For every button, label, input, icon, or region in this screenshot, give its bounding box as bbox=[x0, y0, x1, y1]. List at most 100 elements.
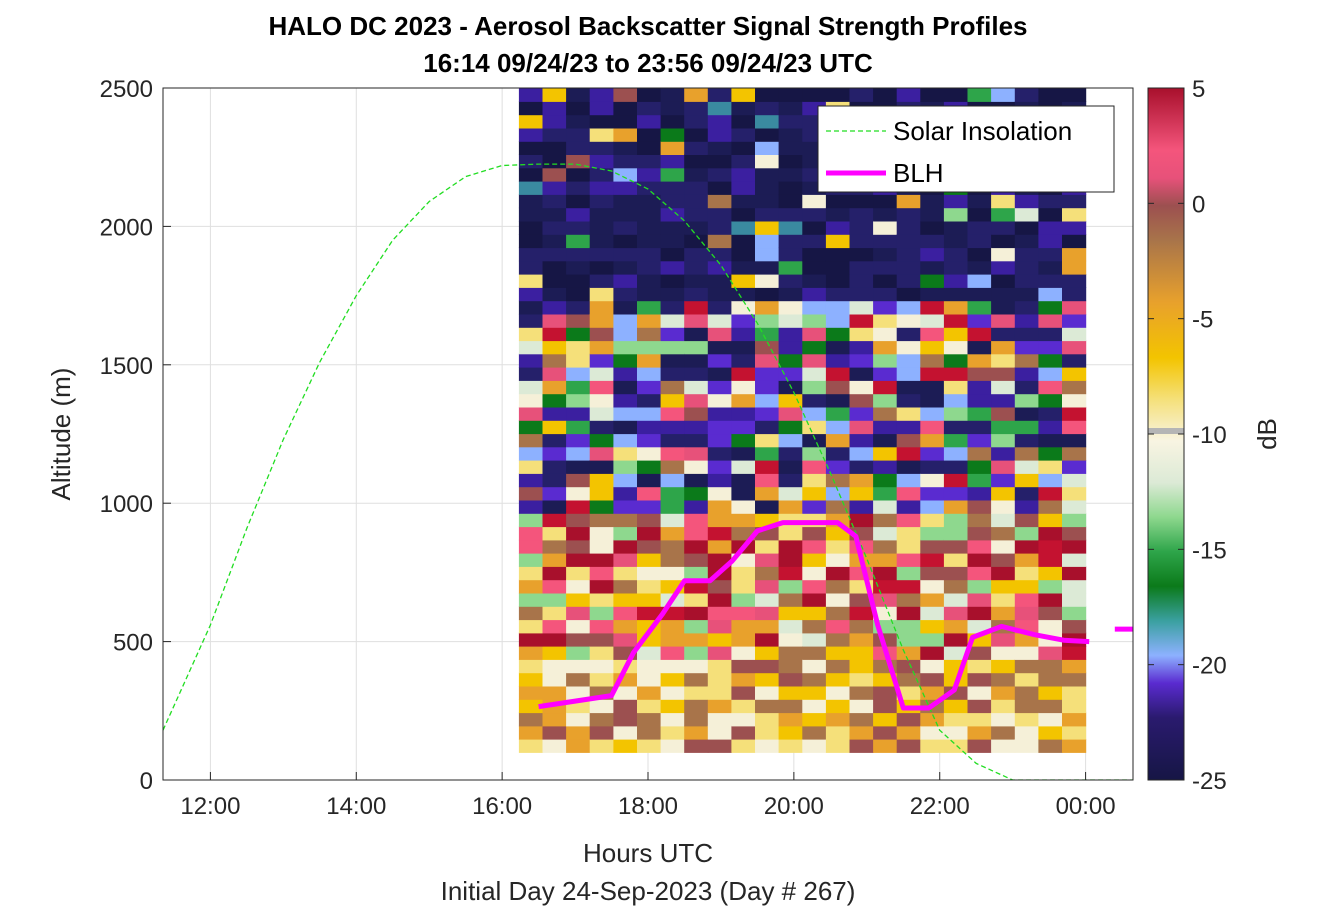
heatmap-cell bbox=[566, 353, 591, 368]
heatmap-cell bbox=[731, 513, 756, 528]
heatmap-cell bbox=[991, 513, 1016, 528]
heatmap-cell bbox=[873, 340, 898, 355]
heatmap-cell bbox=[660, 353, 685, 368]
heatmap-cell bbox=[1062, 274, 1087, 288]
heatmap-cell bbox=[542, 274, 567, 288]
heatmap-cell bbox=[967, 353, 992, 368]
heatmap-cell bbox=[778, 181, 803, 195]
heatmap-cell bbox=[755, 234, 780, 249]
heatmap-cell bbox=[542, 220, 567, 235]
heatmap-cell bbox=[1062, 473, 1087, 488]
heatmap-cell bbox=[660, 327, 685, 342]
heatmap-cell bbox=[920, 194, 945, 209]
heatmap-cell bbox=[660, 526, 685, 541]
heatmap-cell bbox=[778, 553, 803, 567]
heatmap-cell bbox=[613, 406, 638, 421]
heatmap-cell bbox=[589, 313, 614, 328]
heatmap-cell bbox=[1062, 712, 1087, 727]
heatmap-cell bbox=[896, 406, 921, 421]
heatmap-cell bbox=[542, 247, 567, 262]
heatmap-cell bbox=[920, 380, 945, 395]
heatmap-cell bbox=[825, 539, 851, 554]
heatmap-cell bbox=[755, 619, 780, 634]
heatmap-cell bbox=[943, 274, 969, 288]
heatmap-cell bbox=[566, 207, 591, 222]
heatmap-cell bbox=[637, 353, 662, 368]
heatmap-cell bbox=[896, 274, 921, 288]
heatmap-cell bbox=[660, 420, 685, 435]
heatmap-cell bbox=[660, 446, 685, 461]
heatmap-cell bbox=[518, 632, 544, 647]
heatmap-cell bbox=[731, 327, 756, 342]
heatmap-cell bbox=[825, 473, 851, 488]
heatmap-cell bbox=[542, 167, 567, 182]
heatmap-cell bbox=[849, 672, 874, 687]
heatmap-cell bbox=[566, 406, 591, 421]
heatmap-cell bbox=[991, 725, 1016, 740]
heatmap-cell bbox=[778, 220, 803, 235]
heatmap-cell bbox=[825, 592, 851, 607]
heatmap-cell bbox=[1038, 220, 1063, 235]
heatmap-cell bbox=[825, 699, 851, 714]
heatmap-cell bbox=[943, 526, 969, 541]
heatmap-cell bbox=[778, 353, 803, 368]
heatmap-cell bbox=[920, 367, 945, 381]
heatmap-cell bbox=[825, 606, 851, 621]
heatmap-cell bbox=[589, 473, 614, 488]
heatmap-cell bbox=[1038, 579, 1063, 594]
heatmap-cell bbox=[873, 606, 898, 621]
heatmap-cell bbox=[896, 260, 921, 275]
heatmap-cell bbox=[849, 88, 874, 102]
x-tick-label: 14:00 bbox=[326, 793, 386, 820]
heatmap-cell bbox=[991, 260, 1016, 275]
heatmap-cell bbox=[707, 101, 732, 116]
heatmap-cell bbox=[896, 606, 921, 621]
heatmap-cell bbox=[731, 260, 756, 275]
heatmap-cell bbox=[637, 327, 662, 342]
heatmap-cell bbox=[566, 446, 591, 461]
heatmap-cell bbox=[825, 486, 851, 501]
heatmap-cell bbox=[731, 313, 756, 328]
heatmap-cell bbox=[542, 473, 567, 488]
heatmap-cell bbox=[684, 287, 709, 302]
heatmap-cell bbox=[589, 433, 614, 448]
heatmap-cell bbox=[896, 619, 921, 634]
heatmap-cell bbox=[873, 473, 898, 488]
heatmap-cell bbox=[589, 167, 614, 182]
heatmap-cell bbox=[613, 194, 638, 209]
heatmap-cell bbox=[731, 101, 756, 116]
heatmap-cell bbox=[991, 566, 1016, 581]
heatmap-cell bbox=[967, 220, 992, 235]
heatmap-cell bbox=[660, 181, 685, 195]
heatmap-cell bbox=[896, 327, 921, 342]
heatmap-cell bbox=[637, 101, 662, 116]
heatmap-cell bbox=[1062, 446, 1087, 461]
heatmap-cell bbox=[707, 260, 732, 275]
heatmap-cell bbox=[707, 499, 732, 514]
heatmap-cell bbox=[566, 327, 591, 342]
heatmap-cell bbox=[849, 393, 874, 408]
heatmap-cell bbox=[943, 606, 969, 621]
heatmap-cell bbox=[943, 739, 969, 753]
heatmap-cell bbox=[542, 114, 567, 129]
heatmap-cell bbox=[684, 712, 709, 727]
heatmap-cell bbox=[1038, 513, 1063, 528]
heatmap-cell bbox=[613, 739, 638, 753]
heatmap-cell bbox=[731, 353, 756, 368]
heatmap-cell bbox=[566, 220, 591, 235]
heatmap-cell bbox=[660, 499, 685, 514]
y-tick-label: 1500 bbox=[100, 353, 153, 380]
heatmap-cell bbox=[613, 606, 638, 621]
heatmap-cell bbox=[684, 460, 709, 474]
heatmap-cell bbox=[518, 646, 544, 660]
heatmap-cell bbox=[991, 88, 1016, 102]
heatmap-cell bbox=[542, 672, 567, 687]
heatmap-cell bbox=[920, 460, 945, 474]
heatmap-cell bbox=[1062, 300, 1087, 315]
heatmap-cell bbox=[991, 606, 1016, 621]
heatmap-cell bbox=[684, 181, 709, 195]
heatmap-cell bbox=[731, 739, 756, 753]
heatmap-cell bbox=[802, 632, 827, 647]
heatmap-cell bbox=[1038, 460, 1063, 474]
heatmap-cell bbox=[825, 353, 851, 368]
